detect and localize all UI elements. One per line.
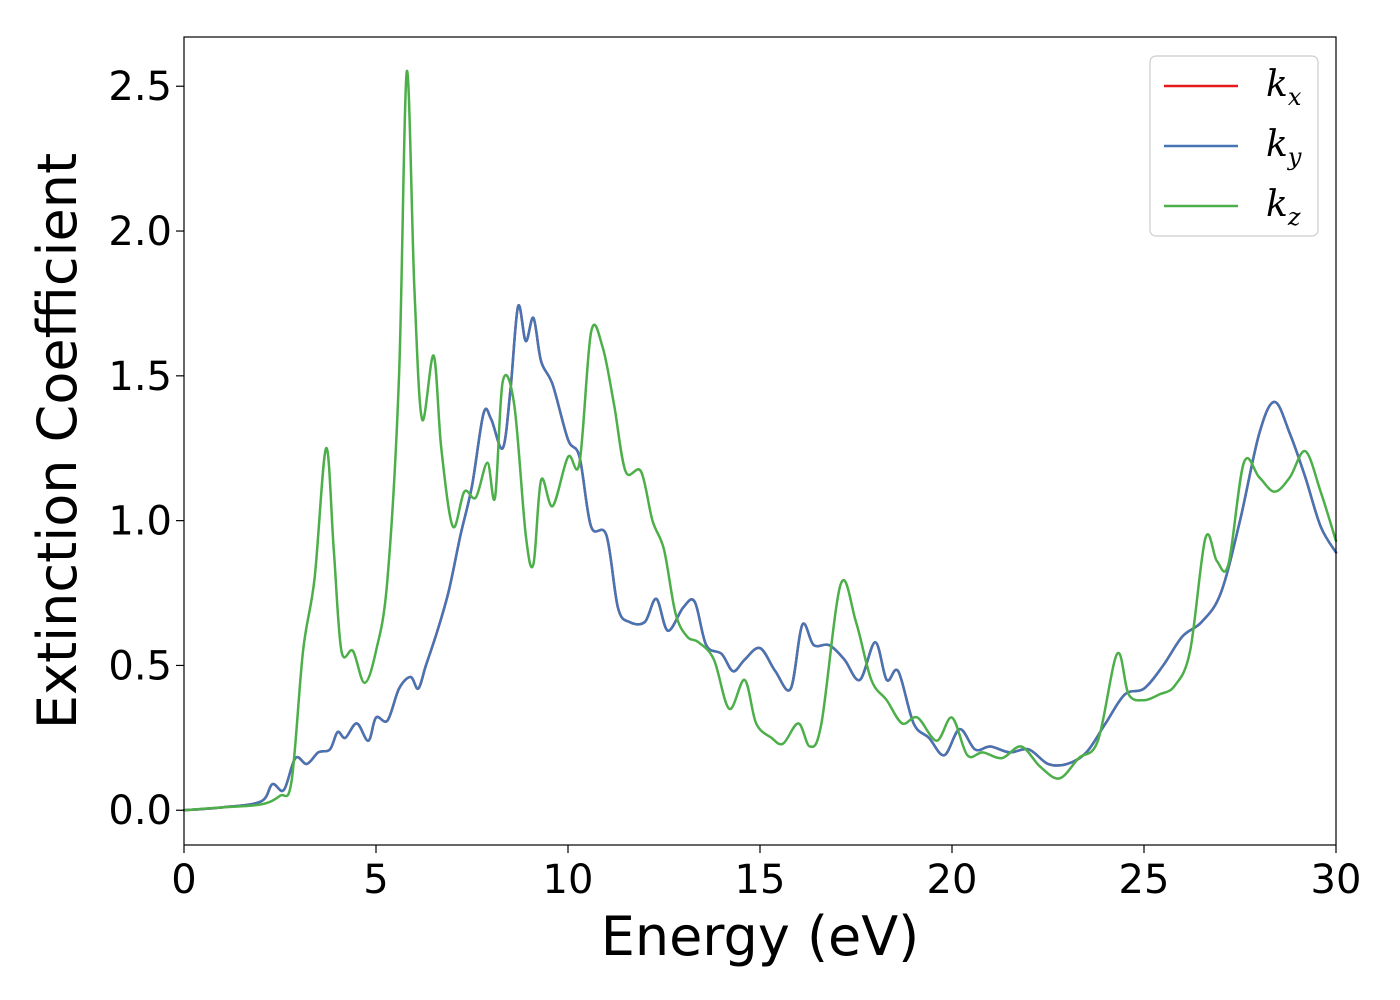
legend-label-ky: ky	[1266, 124, 1302, 171]
y-tick-label: 0.5	[108, 643, 172, 689]
y-axis: 0.0 0.5 1.0 1.5 2.0 2.5	[108, 64, 184, 834]
y-axis-title: Extinction Coefficient	[26, 153, 89, 729]
series-layer	[182, 69, 1338, 812]
y-tick-label: 1.0	[108, 499, 172, 545]
x-tick-label: 20	[927, 857, 978, 903]
x-tick-label: 25	[1119, 857, 1170, 903]
y-tick-label: 2.5	[108, 64, 172, 110]
legend-label-kx: kx	[1266, 64, 1302, 111]
plot-area	[184, 37, 1336, 845]
legend-label-kz: kz	[1266, 184, 1301, 231]
y-tick-label: 2.0	[108, 209, 172, 255]
x-tick-label: 5	[363, 857, 388, 903]
series-line-ky	[182, 304, 1338, 812]
x-tick-label: 15	[735, 857, 786, 903]
series-line-kz	[182, 69, 1338, 812]
y-tick-label: 0.0	[108, 788, 172, 834]
x-tick-label: 0	[171, 857, 196, 903]
y-tick-label: 1.5	[108, 354, 172, 400]
x-axis-title: Energy (eV)	[601, 905, 920, 968]
x-tick-label: 30	[1311, 857, 1362, 903]
x-tick-label: 10	[543, 857, 594, 903]
legend: kx ky kz	[1149, 55, 1319, 237]
x-axis: 0 5 10 15 20 25 30	[171, 845, 1361, 903]
